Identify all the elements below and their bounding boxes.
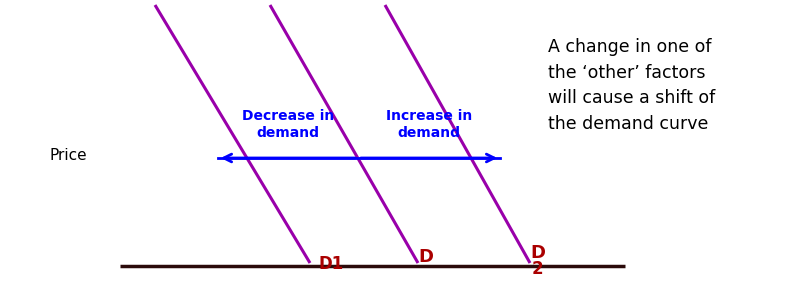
Text: 2: 2 xyxy=(532,260,544,278)
Text: Decrease in
demand: Decrease in demand xyxy=(242,109,335,140)
Text: Increase in
demand: Increase in demand xyxy=(386,109,472,140)
Text: D: D xyxy=(418,248,433,266)
Text: D: D xyxy=(530,244,545,262)
Text: A change in one of
the ‘other’ factors
will cause a shift of
the demand curve: A change in one of the ‘other’ factors w… xyxy=(548,38,715,133)
Text: Price: Price xyxy=(49,147,86,163)
Text: D1: D1 xyxy=(318,255,343,273)
